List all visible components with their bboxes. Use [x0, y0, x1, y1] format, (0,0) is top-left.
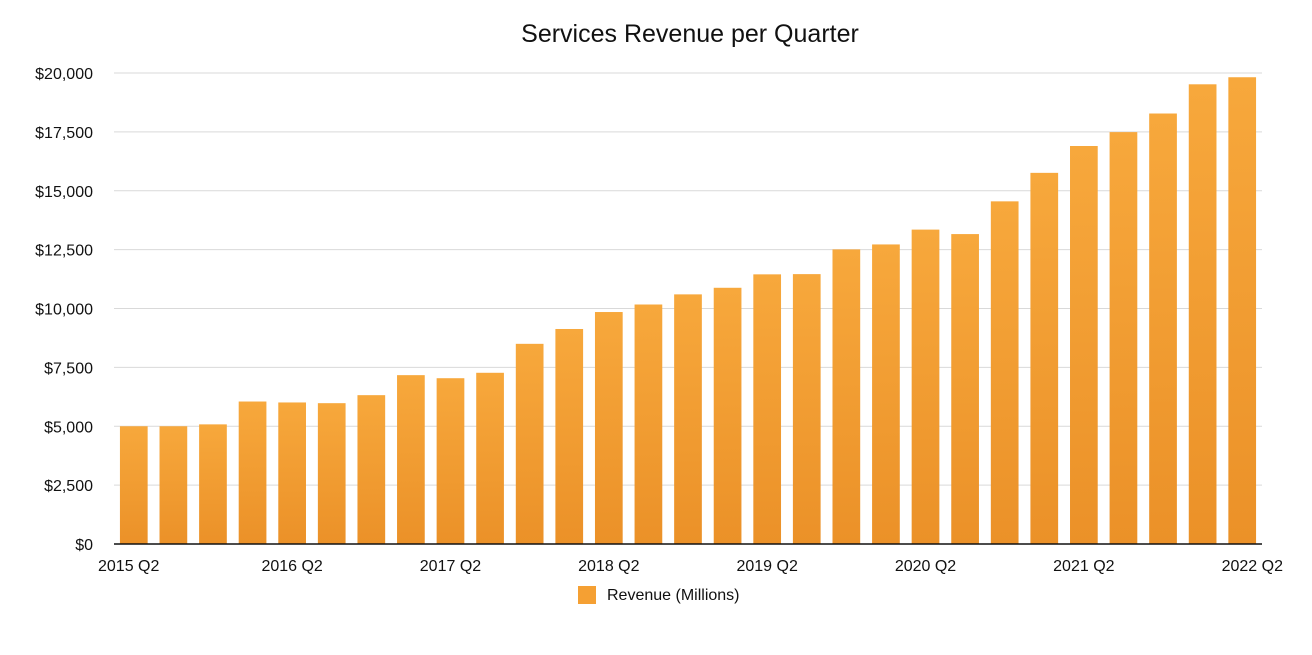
x-tick-label: 2015 Q2 [98, 558, 159, 575]
bar-2016-q3 [317, 403, 346, 544]
bar-2021-q2 [1070, 146, 1098, 544]
bar-2020-q4 [990, 201, 1019, 544]
legend-swatch [578, 586, 596, 604]
bar-2018-q4 [674, 294, 702, 544]
y-tick-label: $5,000 [44, 419, 93, 436]
x-tick-label: 2022 Q2 [1222, 558, 1283, 575]
bar-2019-q4 [832, 249, 861, 544]
axes: $0 $2,500 $5,000 $7,500 $10,000 $12,500 $15,00… [35, 66, 1283, 575]
legend-label: Revenue (Millions) [607, 587, 740, 604]
bar-2020-q2 [911, 229, 940, 545]
x-tick-label: 2021 Q2 [1053, 558, 1114, 575]
bar-2022-q1 [1188, 84, 1217, 545]
x-tick-label: 2019 Q2 [736, 558, 797, 575]
x-tick-label: 2016 Q2 [261, 558, 322, 575]
bar-2021-q1 [1030, 172, 1059, 544]
bar-2018-q3 [634, 304, 663, 544]
y-tick-label: $7,500 [44, 360, 93, 377]
bar-2022-q2 [1228, 77, 1257, 545]
chart-title: Services Revenue per Quarter [521, 20, 859, 48]
bar-2017-q1 [397, 375, 425, 544]
bar-2021-q4 [1149, 113, 1177, 544]
bar-2018-q1 [555, 328, 584, 544]
bar-2017-q4 [515, 343, 544, 544]
x-tick-label: 2020 Q2 [895, 558, 956, 575]
y-tick-label: $12,500 [35, 243, 93, 260]
x-tick-label: 2018 Q2 [578, 558, 639, 575]
bars [119, 77, 1257, 545]
bar-2020-q1 [872, 244, 900, 544]
bar-2019-q3 [792, 274, 821, 544]
bar-2018-q2 [594, 312, 623, 544]
bar-2016-q1 [238, 401, 267, 544]
bar-2019-q2 [753, 274, 782, 544]
bar-2019-q1 [713, 287, 742, 544]
bar-2015-q2 [119, 426, 148, 544]
y-tick-label: $2,500 [44, 478, 93, 495]
y-tick-label: $0 [75, 537, 93, 554]
bar-2020-q3 [951, 234, 979, 544]
y-tick-label: $10,000 [35, 302, 93, 319]
bar-2016-q2 [278, 402, 306, 544]
bar-2016-q4 [357, 395, 386, 544]
x-tick-label: 2017 Q2 [420, 558, 481, 575]
y-tick-label: $20,000 [35, 66, 93, 83]
y-tick-label: $17,500 [35, 125, 93, 142]
legend: Revenue (Millions) [578, 586, 740, 604]
bar-2015-q4 [199, 424, 227, 544]
bar-2017-q2 [436, 378, 465, 544]
bar-2017-q3 [476, 372, 504, 544]
bar-2021-q3 [1109, 132, 1138, 545]
y-tick-label: $15,000 [35, 184, 93, 201]
bar-2015-q3 [159, 426, 188, 544]
